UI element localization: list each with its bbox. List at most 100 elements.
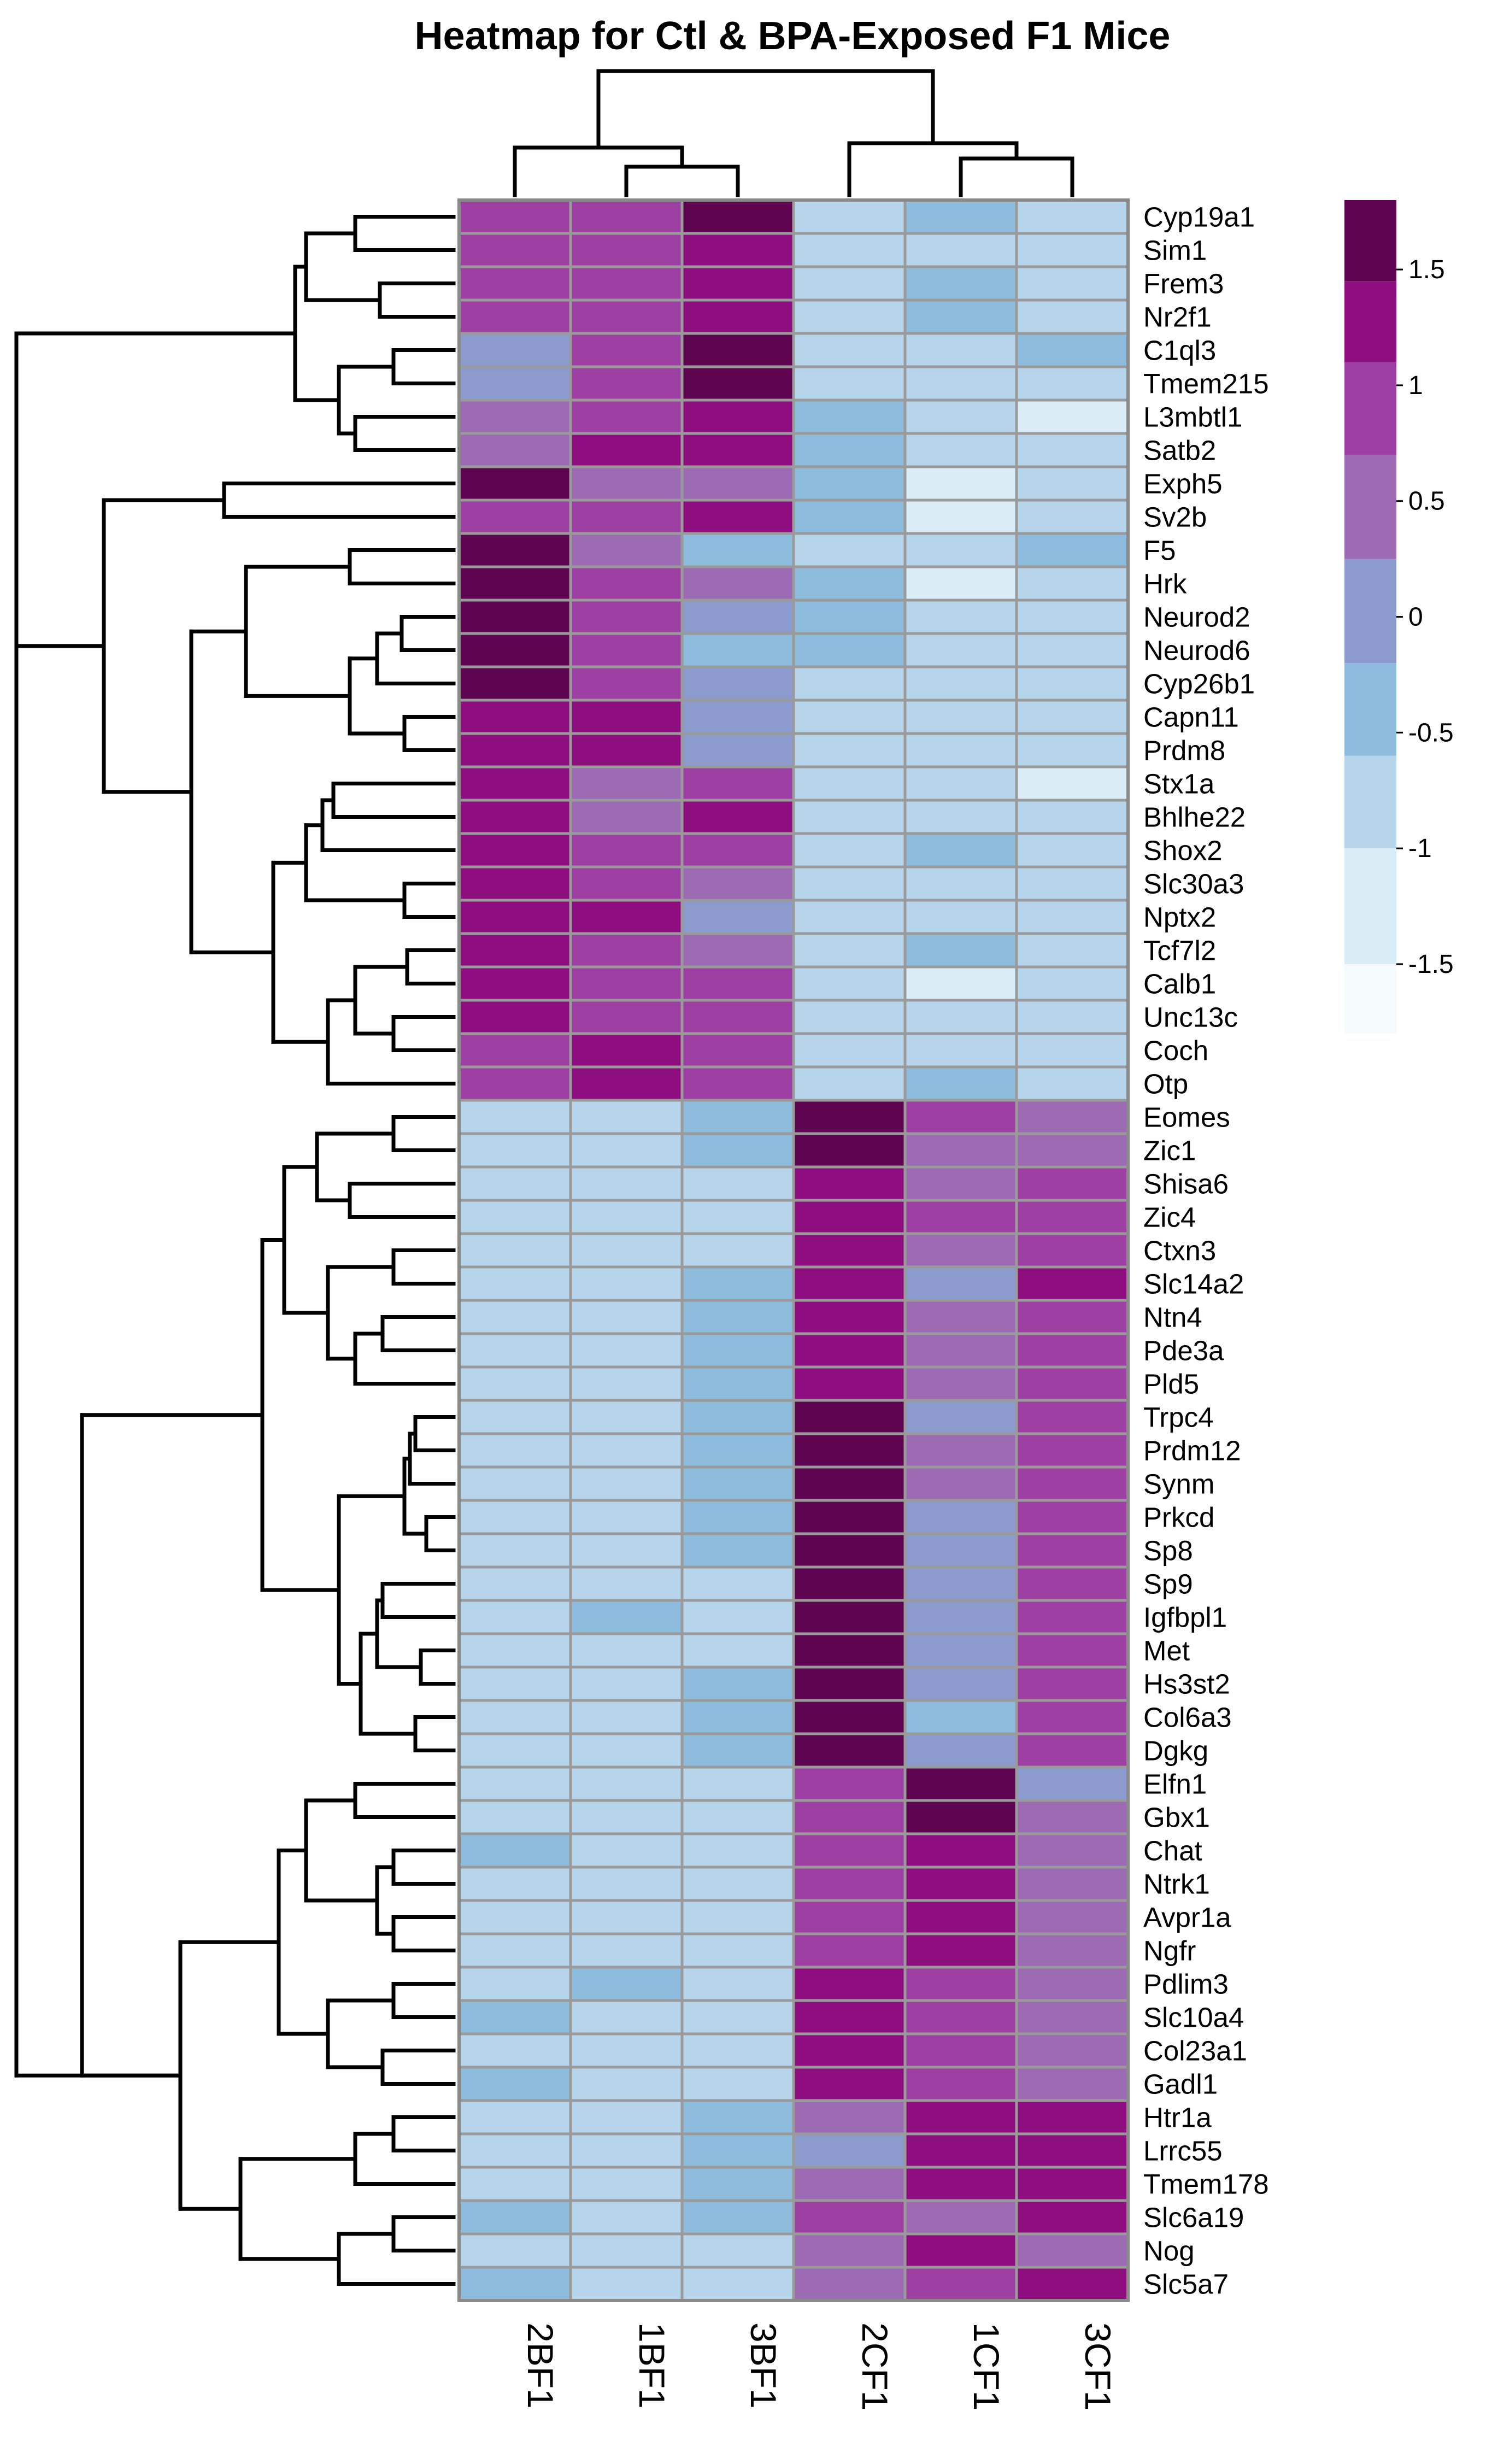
row-label-nog: Nog xyxy=(1143,2236,1195,2267)
heatmap-cell-gbx1-3cf1 xyxy=(1015,1799,1130,1835)
heatmap-cell-col23a1-3bf1 xyxy=(680,2032,795,2069)
legend-swatch-3 xyxy=(1344,663,1396,756)
heatmap-cell-slc10a4-3cf1 xyxy=(1015,1999,1130,2035)
heatmap-cell-pdlim3-3cf1 xyxy=(1015,1966,1130,2002)
heatmap-cell-l3mbtl1-3cf1 xyxy=(1015,398,1130,435)
heatmap-cell-met-2cf1 xyxy=(792,1632,907,1669)
heatmap-cell-tmem215-2bf1 xyxy=(457,365,572,402)
heatmap-cell-bhlhe22-1bf1 xyxy=(569,799,684,835)
heatmap-cell-frem3-1bf1 xyxy=(569,265,684,302)
heatmap-cell-shisa6-3cf1 xyxy=(1015,1165,1130,1202)
row-label-slc30a3: Slc30a3 xyxy=(1143,869,1244,900)
row-label-slc6a19: Slc6a19 xyxy=(1143,2202,1244,2233)
heatmap-cell-shox2-3bf1 xyxy=(680,832,795,869)
heatmap-cell-prdm12-3bf1 xyxy=(680,1432,795,1469)
heatmap-cell-slc5a7-3bf1 xyxy=(680,2266,795,2302)
heatmap-cell-bhlhe22-3bf1 xyxy=(680,799,795,835)
heatmap-cell-capn11-1cf1 xyxy=(903,699,1018,735)
heatmap-cell-unc13c-3bf1 xyxy=(680,999,795,1035)
heatmap-cell-shox2-2cf1 xyxy=(792,832,907,869)
heatmap-cell-capn11-2bf1 xyxy=(457,699,572,735)
heatmap-cell-slc10a4-3bf1 xyxy=(680,1999,795,2035)
legend-tick-label-4: -0.5 xyxy=(1408,718,1454,747)
heatmap-cell-cyp19a1-2cf1 xyxy=(792,198,907,235)
heatmap-cell-zic1-2bf1 xyxy=(457,1132,572,1169)
chart-title: Heatmap for Ctl & BPA-Exposed F1 Mice xyxy=(415,14,1171,58)
heatmap-cell-ntrk1-3cf1 xyxy=(1015,1865,1130,1902)
heatmap-cell-chat-2cf1 xyxy=(792,1832,907,1869)
heatmap-cell-slc5a7-1bf1 xyxy=(569,2266,684,2302)
heatmap-cells xyxy=(457,198,1130,2302)
heatmap-cell-sv2b-3cf1 xyxy=(1015,498,1130,535)
heatmap-cell-ngfr-3bf1 xyxy=(680,1932,795,1969)
heatmap-cell-nr2f1-3cf1 xyxy=(1015,298,1130,335)
heatmap-cell-shisa6-1bf1 xyxy=(569,1165,684,1202)
heatmap-cell-gadl1-2bf1 xyxy=(457,2066,572,2102)
heatmap-cell-slc14a2-3bf1 xyxy=(680,1265,795,1302)
heatmap-cell-neurod2-1bf1 xyxy=(569,599,684,635)
heatmap-cell-stx1a-2bf1 xyxy=(457,765,572,802)
heatmap-cell-ntrk1-1bf1 xyxy=(569,1865,684,1902)
legend-swatch-1 xyxy=(1344,848,1396,964)
heatmap-cell-nptx2-2bf1 xyxy=(457,899,572,935)
heatmap-cell-eomes-2cf1 xyxy=(792,1099,907,1135)
heatmap-cell-pde3a-3bf1 xyxy=(680,1332,795,1369)
heatmap-cell-nr2f1-1bf1 xyxy=(569,298,684,335)
heatmap-cell-cyp19a1-3cf1 xyxy=(1015,198,1130,235)
row-label-sv2b: Sv2b xyxy=(1143,502,1207,533)
heatmap-cell-sim1-3bf1 xyxy=(680,232,795,268)
heatmap-cell-zic4-3cf1 xyxy=(1015,1199,1130,1235)
heatmap-cell-slc5a7-2bf1 xyxy=(457,2266,572,2302)
row-label-shox2: Shox2 xyxy=(1143,835,1223,866)
heatmap-cell-zic1-3bf1 xyxy=(680,1132,795,1169)
heatmap-cell-exph5-1bf1 xyxy=(569,465,684,502)
heatmap-cell-slc6a19-1cf1 xyxy=(903,2199,1018,2236)
heatmap-cell-ntn4-3bf1 xyxy=(680,1299,795,1335)
heatmap-cell-sv2b-2cf1 xyxy=(792,498,907,535)
row-label-eomes: Eomes xyxy=(1143,1102,1230,1133)
heatmap-cell-chat-3bf1 xyxy=(680,1832,795,1869)
heatmap-cell-slc14a2-1bf1 xyxy=(569,1265,684,1302)
heatmap-cell-avpr1a-1cf1 xyxy=(903,1899,1018,1935)
row-label-htr1a: Htr1a xyxy=(1143,2102,1212,2133)
heatmap-cell-nptx2-1bf1 xyxy=(569,899,684,935)
heatmap-cell-zic4-1bf1 xyxy=(569,1199,684,1235)
row-label-slc5a7: Slc5a7 xyxy=(1143,2269,1229,2300)
heatmap-cell-dgkg-3cf1 xyxy=(1015,1732,1130,1769)
heatmap-cell-sp9-3cf1 xyxy=(1015,1565,1130,1602)
heatmap-cell-prkcd-2bf1 xyxy=(457,1499,572,1535)
heatmap-cell-elfn1-1bf1 xyxy=(569,1765,684,1802)
heatmap-cell-tcf7l2-2bf1 xyxy=(457,932,572,969)
row-label-frem3: Frem3 xyxy=(1143,268,1224,300)
heatmap-cell-chat-1cf1 xyxy=(903,1832,1018,1869)
legend-tick-label-5: -1 xyxy=(1408,834,1432,863)
heatmap-cell-slc5a7-1cf1 xyxy=(903,2266,1018,2302)
heatmap-border xyxy=(457,198,1130,2302)
column-label-1bf1: 1BF1 xyxy=(632,2322,672,2409)
heatmap-cell-met-1bf1 xyxy=(569,1632,684,1669)
heatmap-cell-sv2b-3bf1 xyxy=(680,498,795,535)
row-label-dgkg: Dgkg xyxy=(1143,1735,1208,1767)
heatmap-cell-htr1a-3bf1 xyxy=(680,2099,795,2136)
heatmap-cell-zic1-3cf1 xyxy=(1015,1132,1130,1169)
row-label-satb2: Satb2 xyxy=(1143,435,1216,466)
heatmap-cell-trpc4-2bf1 xyxy=(457,1399,572,1435)
heatmap-cell-igfbpl1-2bf1 xyxy=(457,1599,572,1635)
row-label-pld5: Pld5 xyxy=(1143,1369,1199,1400)
row-label-met: Met xyxy=(1143,1635,1190,1667)
heatmap-cell-neurod6-3cf1 xyxy=(1015,632,1130,668)
heatmap-cell-tmem215-2cf1 xyxy=(792,365,907,402)
heatmap-cell-col6a3-1cf1 xyxy=(903,1699,1018,1735)
heatmap-cell-prdm8-1cf1 xyxy=(903,732,1018,768)
heatmap-cell-col6a3-3cf1 xyxy=(1015,1699,1130,1735)
heatmap-cell-satb2-1cf1 xyxy=(903,432,1018,468)
heatmap-cell-htr1a-1bf1 xyxy=(569,2099,684,2136)
heatmap-cell-elfn1-3cf1 xyxy=(1015,1765,1130,1802)
legend-tick-label-6: -1.5 xyxy=(1408,950,1454,979)
row-label-calb1: Calb1 xyxy=(1143,969,1216,1000)
heatmap-cell-col6a3-1bf1 xyxy=(569,1699,684,1735)
legend-tick-label-2: 0.5 xyxy=(1408,487,1445,516)
heatmap-cell-ntn4-2bf1 xyxy=(457,1299,572,1335)
heatmap-cell-coch-1cf1 xyxy=(903,1032,1018,1069)
legend-swatch-2 xyxy=(1344,755,1396,849)
